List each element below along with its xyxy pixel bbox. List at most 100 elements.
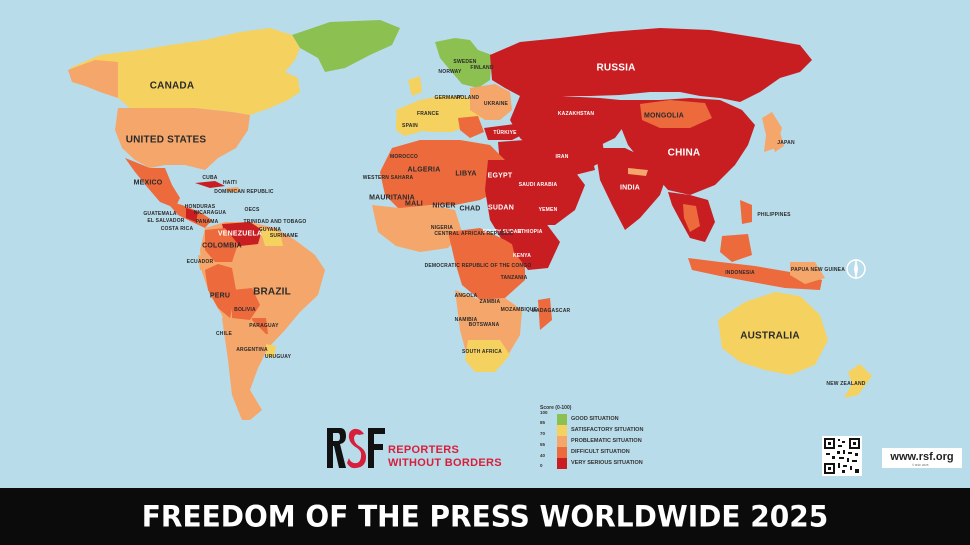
label-panama: PANAMA: [195, 219, 219, 225]
label-japan: JAPAN: [777, 140, 795, 146]
label-uruguay: URUGUAY: [264, 354, 292, 360]
brand-name-line1: REPORTERS: [388, 444, 460, 456]
region-united-states: [115, 108, 250, 170]
label-dominican-republic: DOMINICAN REPUBLIC: [214, 189, 274, 195]
legend-title: Score (0-100): [540, 405, 572, 411]
qr-code-icon[interactable]: [822, 436, 862, 476]
label-egypt: EGYPT: [487, 172, 513, 180]
label-sudan: SUDAN: [488, 204, 514, 212]
label-namibia: NAMIBIA: [454, 317, 478, 323]
label-chad: CHAD: [459, 205, 481, 213]
region-greenland: [292, 20, 400, 72]
label-chile: CHILE: [216, 331, 232, 337]
region-hispaniola: [226, 187, 240, 192]
region-argentina: [232, 320, 268, 400]
label-china: CHINA: [667, 147, 701, 159]
label-bolivia: BOLIVIA: [234, 307, 256, 313]
label-russia: RUSSIA: [596, 62, 636, 74]
legend-tick: 40: [540, 453, 546, 458]
label-paraguay: PARAGUAY: [249, 323, 279, 329]
label-germany: GERMANY: [434, 95, 462, 101]
label-colombia: COLOMBIA: [202, 242, 242, 250]
label-papua-new-guinea: PAPUA NEW GUINEA: [790, 267, 846, 273]
legend-label: DIFFICULT SITUATION: [571, 449, 630, 455]
website-subtext: © RSF 2025: [912, 463, 929, 467]
label-norway: NORWAY: [438, 69, 462, 75]
label-iran: IRAN: [555, 154, 569, 160]
legend-tick: 0: [540, 463, 543, 468]
label-haiti: HAITI: [222, 180, 238, 186]
label-mongolia: MONGOLIA: [643, 112, 685, 120]
label-oecs: OECS: [244, 207, 260, 213]
label-ethiopia: ETHIOPIA: [517, 229, 543, 235]
region-alaska: [68, 60, 118, 98]
label-suriname: SURINAME: [269, 233, 299, 239]
label-sweden: SWEDEN: [453, 59, 477, 65]
region-bolivia: [232, 288, 260, 320]
region-mongolia: [640, 100, 712, 128]
region-ecuador: [198, 255, 212, 272]
label-indonesia: INDONESIA: [725, 270, 755, 276]
label-mali: MALI: [405, 200, 423, 208]
label-south-africa: SOUTH AFRICA: [462, 349, 502, 355]
label-botswana: BOTSWANA: [468, 322, 500, 328]
compass-icon: [846, 258, 866, 280]
label-canada: CANADA: [149, 80, 195, 92]
region-thailand: [683, 204, 700, 232]
region-papua: [790, 262, 825, 284]
label-france: FRANCE: [416, 111, 440, 117]
legend-item-very-serious: VERY SERIOUS SITUATION: [557, 458, 667, 469]
label-kazakhstan: KAZAKHSTAN: [557, 111, 595, 117]
label-united-states: UNITED STATES: [125, 134, 207, 146]
legend-item-difficult: DIFFICULT SITUATION: [557, 447, 667, 458]
label-niger: NIGER: [432, 202, 456, 210]
label-guyana: GUYANA: [258, 227, 282, 233]
label-finland: FINLAND: [470, 65, 494, 71]
footer-banner: FREEDOM OF THE PRESS WORLDWIDE 2025: [0, 488, 970, 545]
website-url: www.rsf.org: [890, 451, 954, 463]
label-honduras: HONDURAS: [184, 204, 216, 210]
region-guyana-suriname: [260, 228, 283, 246]
region-balkans: [458, 116, 484, 138]
legend-swatch: [557, 425, 567, 436]
region-scandinavia: [435, 38, 492, 88]
region-north-africa: [380, 140, 505, 210]
label-car: CENTRAL AFRICAN REPUBLIC: [434, 231, 514, 237]
label-morocco: MOROCCO: [389, 154, 419, 160]
region-mexico: [125, 158, 180, 208]
region-uruguay: [266, 344, 276, 358]
label-ecuador: ECUADOR: [186, 259, 214, 265]
region-peru: [205, 264, 236, 318]
region-russia: [490, 28, 812, 102]
legend-tick: 70: [540, 431, 546, 436]
region-south-africa: [465, 340, 510, 372]
label-argentina: ARGENTINA: [236, 347, 268, 353]
label-madagascar: MADAGASCAR: [531, 308, 571, 314]
label-guatemala: GUATEMALA: [143, 211, 177, 217]
legend-swatch: [557, 436, 567, 447]
region-canada: [70, 28, 300, 115]
region-indonesia: [688, 258, 822, 290]
label-el-salvador: EL SALVADOR: [147, 218, 185, 224]
region-chile: [222, 318, 250, 420]
label-libya: LIBYA: [455, 170, 477, 178]
region-pakistan: [582, 138, 605, 168]
label-nigeria: NIGERIA: [430, 225, 454, 231]
label-mexico: MEXICO: [133, 179, 163, 187]
region-nicaragua: [186, 208, 198, 222]
legend-swatch: [557, 458, 567, 469]
region-borneo: [720, 234, 752, 262]
label-mozambique: MOZAMBIQUE: [500, 307, 538, 313]
world-map: [68, 20, 872, 420]
label-zambia: ZAMBIA: [479, 299, 501, 305]
label-saudi-arabia: SAUDI ARABIA: [518, 182, 558, 188]
legend-swatch: [557, 414, 567, 425]
website-link[interactable]: www.rsf.org © RSF 2025: [882, 448, 962, 468]
label-cuba: CUBA: [202, 175, 218, 181]
legend-tick: 100: [540, 410, 548, 415]
legend-label: GOOD SITUATION: [571, 416, 619, 422]
legend-label: PROBLEMATIC SITUATION: [571, 438, 642, 444]
label-tanzania: TANZANIA: [500, 275, 528, 281]
label-new-zealand: NEW ZEALAND: [826, 381, 866, 387]
region-spain: [396, 116, 420, 136]
